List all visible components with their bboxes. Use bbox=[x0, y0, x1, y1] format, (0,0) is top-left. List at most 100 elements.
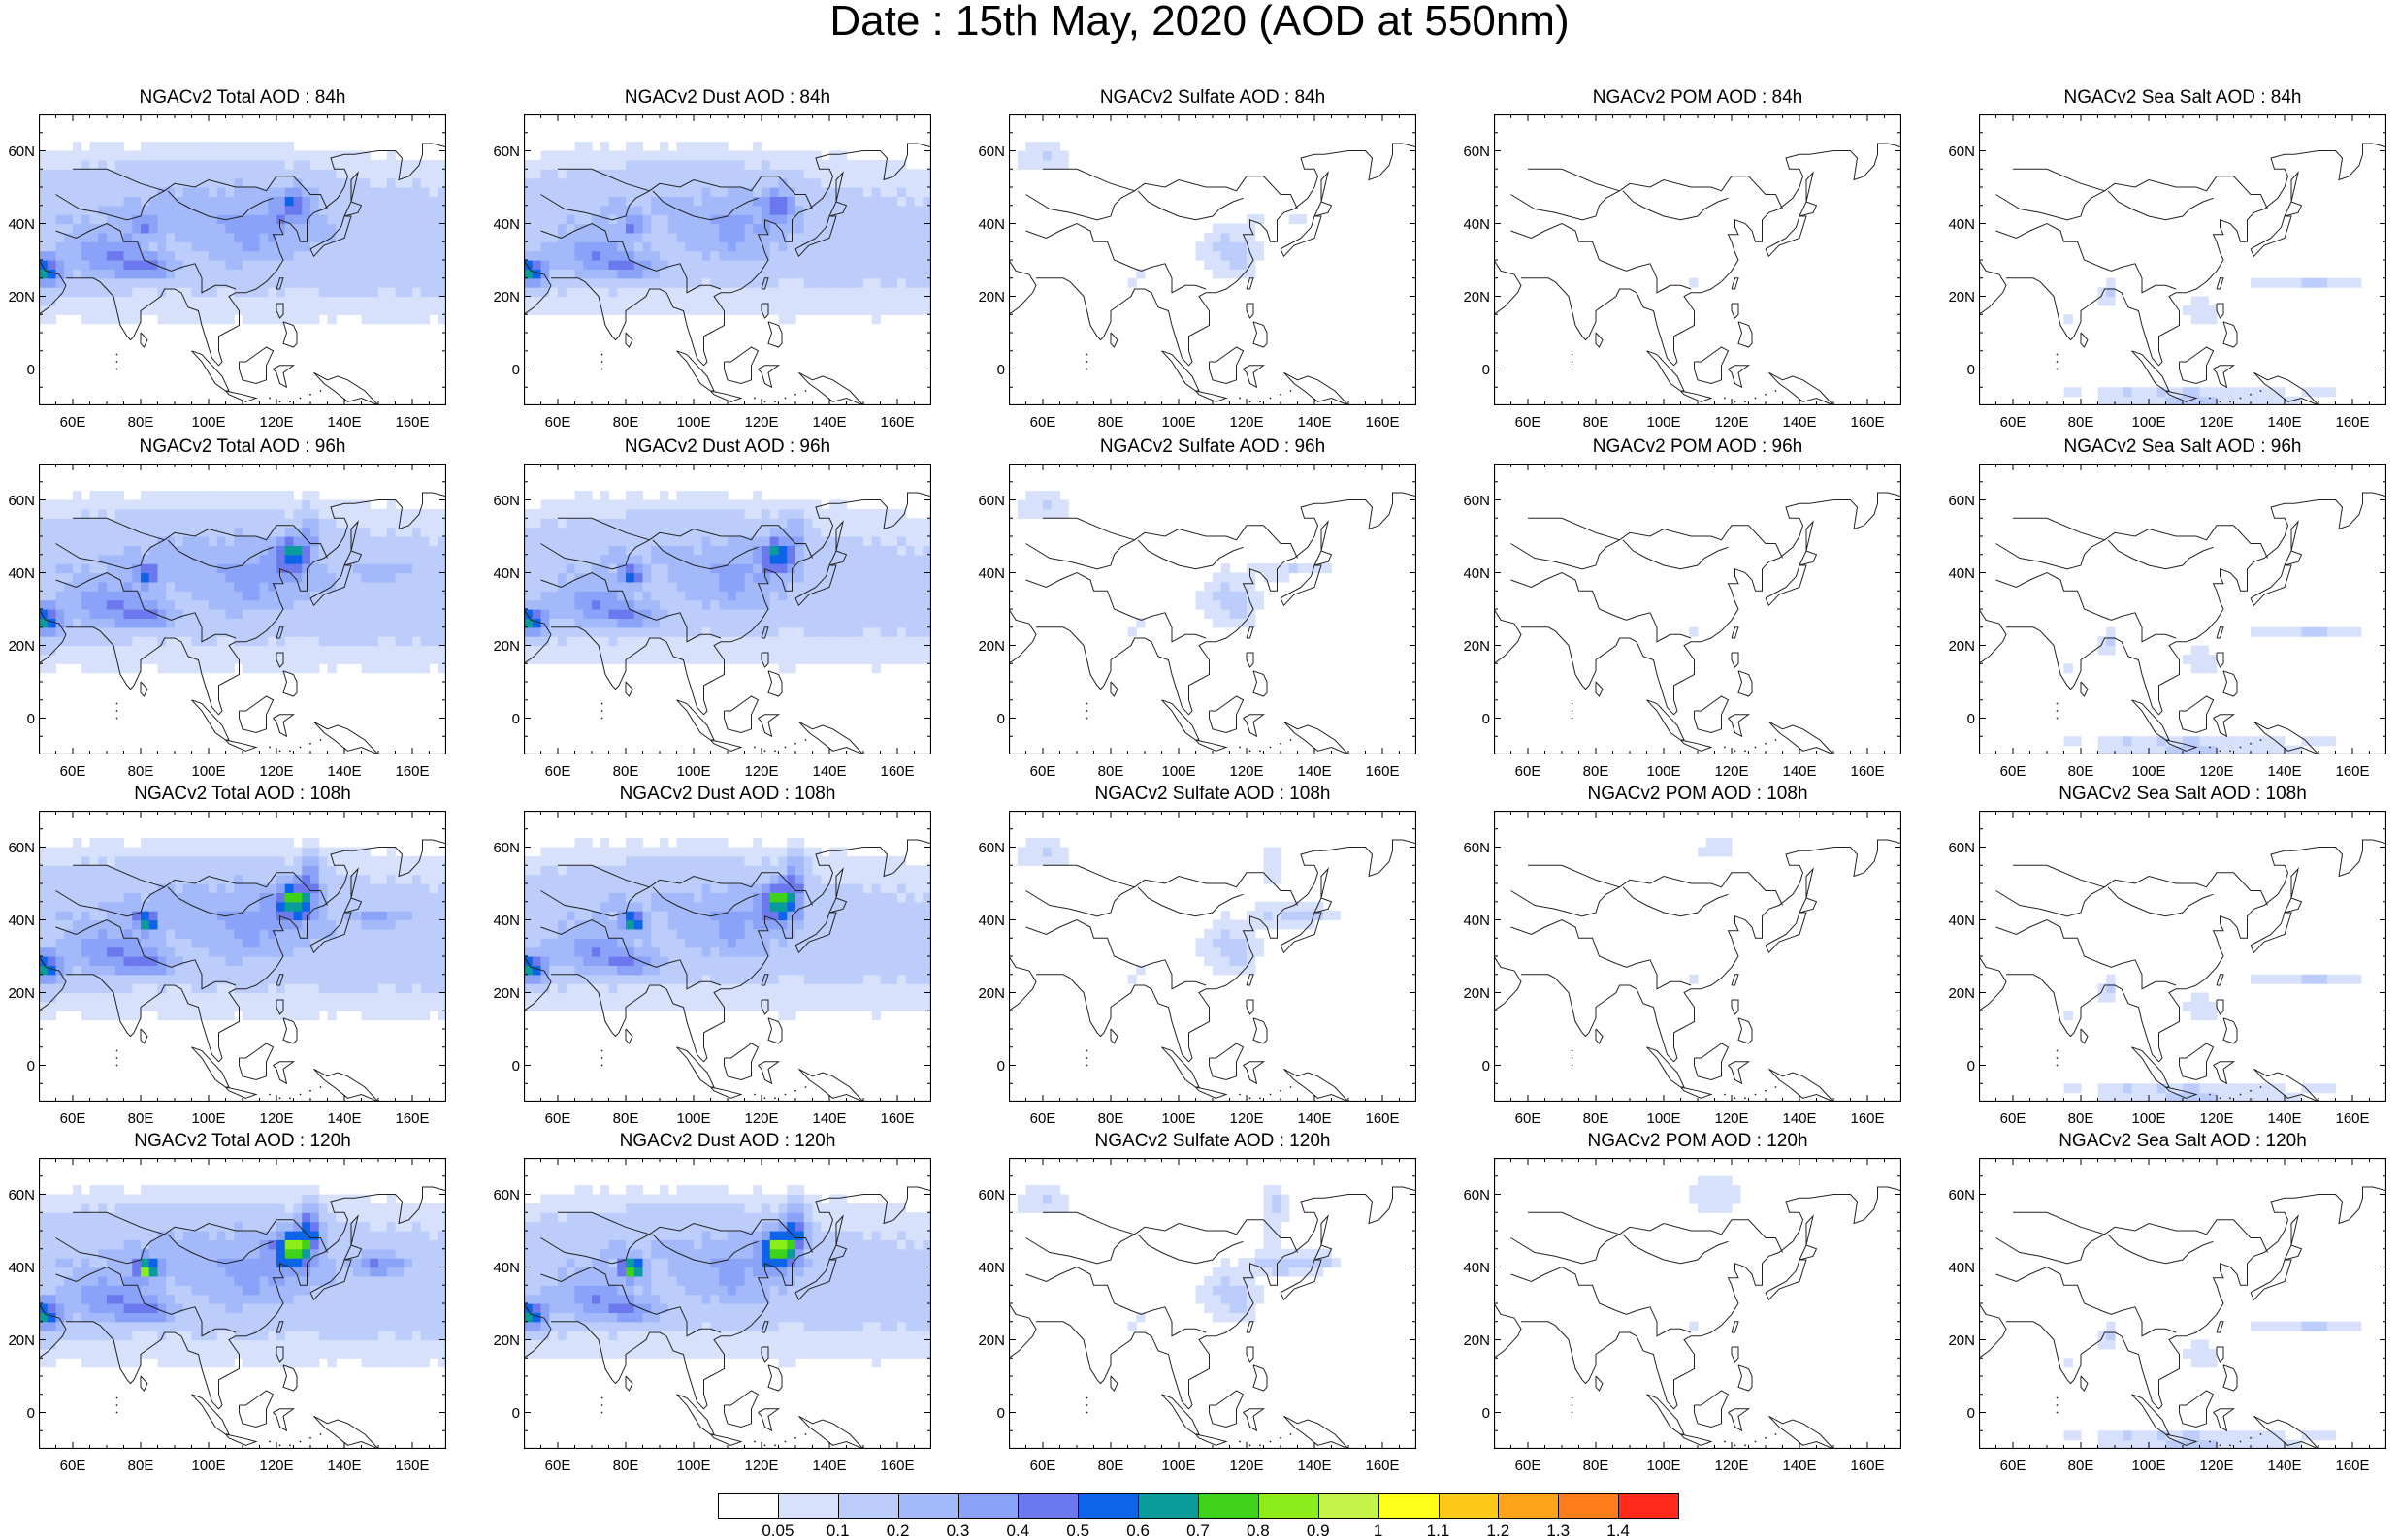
aod-cell bbox=[549, 287, 559, 298]
aod-cell bbox=[923, 250, 931, 261]
lat-tick-label: 60N bbox=[8, 492, 35, 509]
aod-cell bbox=[1689, 626, 1699, 637]
aod-cell bbox=[412, 609, 422, 619]
aod-cell bbox=[2149, 736, 2158, 747]
aod-cell bbox=[175, 581, 184, 592]
lon-tick-label: 120E bbox=[744, 414, 779, 431]
aod-cell bbox=[549, 508, 559, 519]
aod-cell bbox=[524, 581, 534, 592]
aod-cell bbox=[1025, 499, 1035, 510]
aod-cell bbox=[175, 626, 184, 637]
aod-cell bbox=[608, 260, 618, 270]
aod-cell bbox=[846, 581, 856, 592]
aod-cell bbox=[719, 491, 729, 501]
aod-cell bbox=[889, 196, 898, 207]
aod-cell bbox=[344, 527, 354, 537]
coastline bbox=[1161, 699, 1200, 741]
aod-cell bbox=[694, 241, 703, 252]
lat-tick-label: 40N bbox=[1463, 564, 1490, 582]
aod-cell bbox=[719, 269, 729, 279]
aod-cell bbox=[710, 305, 720, 315]
aod-cell bbox=[386, 269, 397, 279]
aod-cell bbox=[89, 618, 99, 628]
aod-cell bbox=[378, 518, 388, 529]
lat-tick-label: 0 bbox=[996, 710, 1005, 727]
aod-cell bbox=[166, 645, 176, 656]
aod-cell bbox=[524, 196, 534, 207]
aod-cell bbox=[73, 150, 82, 161]
aod-cell bbox=[735, 527, 746, 537]
aod-cell bbox=[600, 142, 610, 152]
aod-cell bbox=[182, 287, 193, 298]
aod-cell bbox=[549, 223, 559, 234]
aod-cell bbox=[81, 572, 91, 583]
aod-cell bbox=[540, 214, 550, 225]
aod-cell bbox=[344, 536, 354, 546]
aod-cell bbox=[182, 305, 193, 315]
islet bbox=[309, 742, 311, 745]
aod-cell bbox=[626, 269, 635, 279]
aod-cell bbox=[284, 572, 295, 583]
aod-cell bbox=[897, 250, 907, 261]
aod-cell bbox=[89, 187, 99, 197]
aod-cell bbox=[310, 232, 320, 242]
aod-cell bbox=[667, 518, 678, 529]
aod-cell bbox=[200, 645, 210, 656]
aod-cell bbox=[89, 159, 99, 170]
aod-cell bbox=[905, 618, 916, 628]
aod-cell bbox=[660, 536, 669, 546]
aod-cell bbox=[166, 142, 176, 152]
aod-cell bbox=[617, 618, 627, 628]
aod-cell bbox=[812, 187, 822, 197]
aod-cell bbox=[404, 159, 413, 170]
aod-cell bbox=[243, 142, 252, 152]
aod-cell bbox=[412, 187, 422, 197]
aod-cell bbox=[310, 572, 320, 583]
aod-cell bbox=[234, 554, 243, 564]
aod-cell bbox=[626, 499, 635, 510]
aod-cell bbox=[583, 545, 593, 556]
lat-tick-label: 40N bbox=[8, 564, 35, 582]
aod-cell bbox=[157, 314, 167, 325]
aod-cell bbox=[744, 572, 754, 583]
aod-cell bbox=[667, 609, 678, 619]
aod-cell bbox=[259, 581, 269, 592]
aod-cell bbox=[310, 563, 320, 574]
aod-cell bbox=[310, 159, 320, 170]
aod-cell bbox=[549, 499, 559, 510]
aod-cell bbox=[191, 214, 201, 225]
aod-cell bbox=[2063, 314, 2073, 325]
aod-cell bbox=[694, 205, 703, 215]
aod-cell bbox=[370, 187, 379, 197]
aod-cell bbox=[2115, 736, 2124, 747]
aod-cell bbox=[64, 277, 74, 288]
aod-cell bbox=[395, 626, 405, 637]
aod-cell bbox=[98, 536, 108, 546]
aod-cell bbox=[626, 545, 635, 556]
aod-cell bbox=[361, 305, 371, 315]
aod-cell bbox=[64, 269, 74, 279]
aod-cell bbox=[880, 645, 890, 656]
aod-cell bbox=[243, 159, 252, 170]
aod-cell bbox=[250, 269, 261, 279]
aod-cell bbox=[701, 150, 712, 161]
aod-cell bbox=[651, 305, 661, 315]
aod-cell bbox=[871, 305, 882, 315]
aod-cell bbox=[855, 169, 864, 179]
aod-cell bbox=[719, 591, 729, 601]
aod-cell bbox=[209, 527, 218, 537]
aod-cell bbox=[268, 305, 277, 315]
aod-cell bbox=[420, 187, 431, 197]
aod-cell bbox=[250, 260, 261, 270]
aod-cell bbox=[141, 645, 150, 656]
aod-cell bbox=[225, 599, 235, 610]
aod-cell bbox=[651, 518, 661, 529]
aod-cell bbox=[438, 663, 446, 674]
aod-cell bbox=[412, 663, 422, 674]
aod-cell bbox=[905, 205, 916, 215]
lon-tick-label: 100E bbox=[1161, 414, 1196, 431]
aod-cell bbox=[412, 177, 422, 188]
aod-cell bbox=[524, 654, 534, 664]
aod-cell bbox=[617, 591, 627, 601]
aod-cell bbox=[216, 663, 227, 674]
